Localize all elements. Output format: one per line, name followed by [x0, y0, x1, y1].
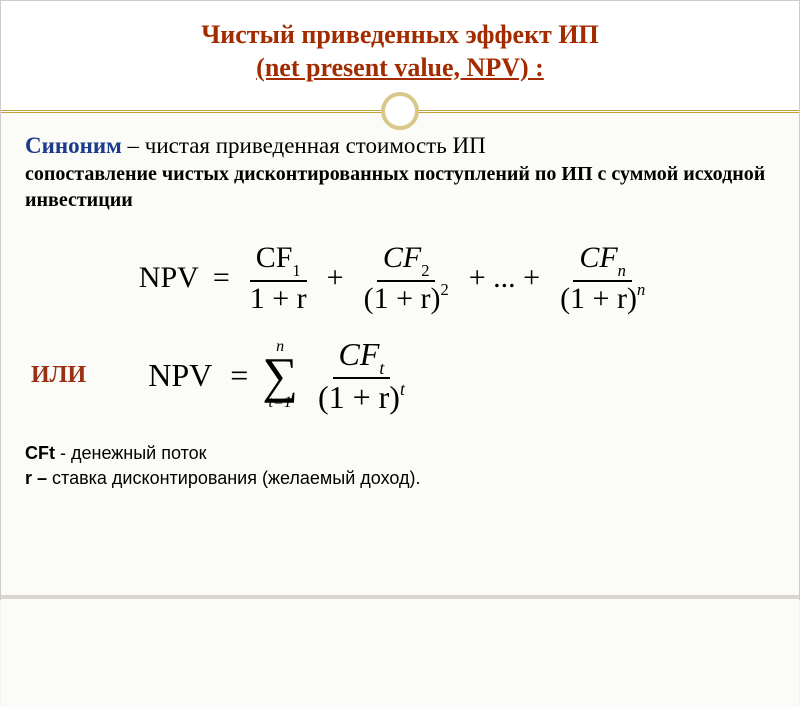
- synonym-text: – чистая приведенная стоимость ИП: [122, 133, 486, 158]
- plus-1: +: [323, 261, 348, 295]
- plus-dots: + ... +: [465, 261, 544, 295]
- fraction-sigma-term: CFt (1 + r)t: [308, 338, 415, 414]
- synonym-line: Синоним – чистая приведенная стоимость И…: [25, 133, 775, 159]
- fraction-term-1: CF1 1 + r: [240, 243, 317, 314]
- legend-r: r – ставка дисконтирования (желаемый дох…: [25, 466, 775, 490]
- fraction-term-n: CFn (1 + r)n: [550, 243, 655, 314]
- formula2-lhs: NPV: [144, 357, 216, 394]
- title-line-2: (net present value, NPV) :: [256, 53, 544, 82]
- legend-cft-desc: - денежный поток: [55, 443, 207, 463]
- formula-expanded: NPV = CF1 1 + r + CF2 (1 + r)2 + ... + C…: [25, 243, 775, 413]
- legend-r-desc: ставка дисконтирования (желаемый доход).: [52, 468, 420, 488]
- legend-cft: CFt - денежный поток: [25, 441, 775, 465]
- bottom-shadow: [1, 595, 799, 599]
- formula-sigma: NPV = n ∑ t=1 CFt (1 + r)t: [144, 338, 415, 414]
- or-label: ИЛИ: [31, 362, 86, 389]
- formula-lhs: NPV: [135, 261, 203, 295]
- title-line-1: Чистый приведенных эффект ИП: [201, 20, 599, 49]
- slide-title: Чистый приведенных эффект ИП (net presen…: [21, 19, 779, 84]
- description-text: сопоставление чистых дисконтированных по…: [25, 161, 775, 213]
- slide-header: Чистый приведенных эффект ИП (net presen…: [1, 1, 799, 113]
- legend-cft-var: CFt: [25, 443, 55, 463]
- slide-content: Синоним – чистая приведенная стоимость И…: [1, 113, 799, 707]
- header-circle-ornament: [381, 92, 419, 130]
- slide: Чистый приведенных эффект ИП (net presen…: [0, 0, 800, 600]
- fraction-term-2: CF2 (1 + r)2: [354, 243, 459, 314]
- sigma-symbol: n ∑ t=1: [262, 339, 298, 411]
- synonym-label: Синоним: [25, 133, 122, 158]
- legend-r-var: r –: [25, 468, 52, 488]
- legend: CFt - денежный поток r – ставка дисконти…: [25, 441, 775, 490]
- equals-sign-2: =: [226, 357, 252, 394]
- equals-sign: =: [209, 261, 234, 295]
